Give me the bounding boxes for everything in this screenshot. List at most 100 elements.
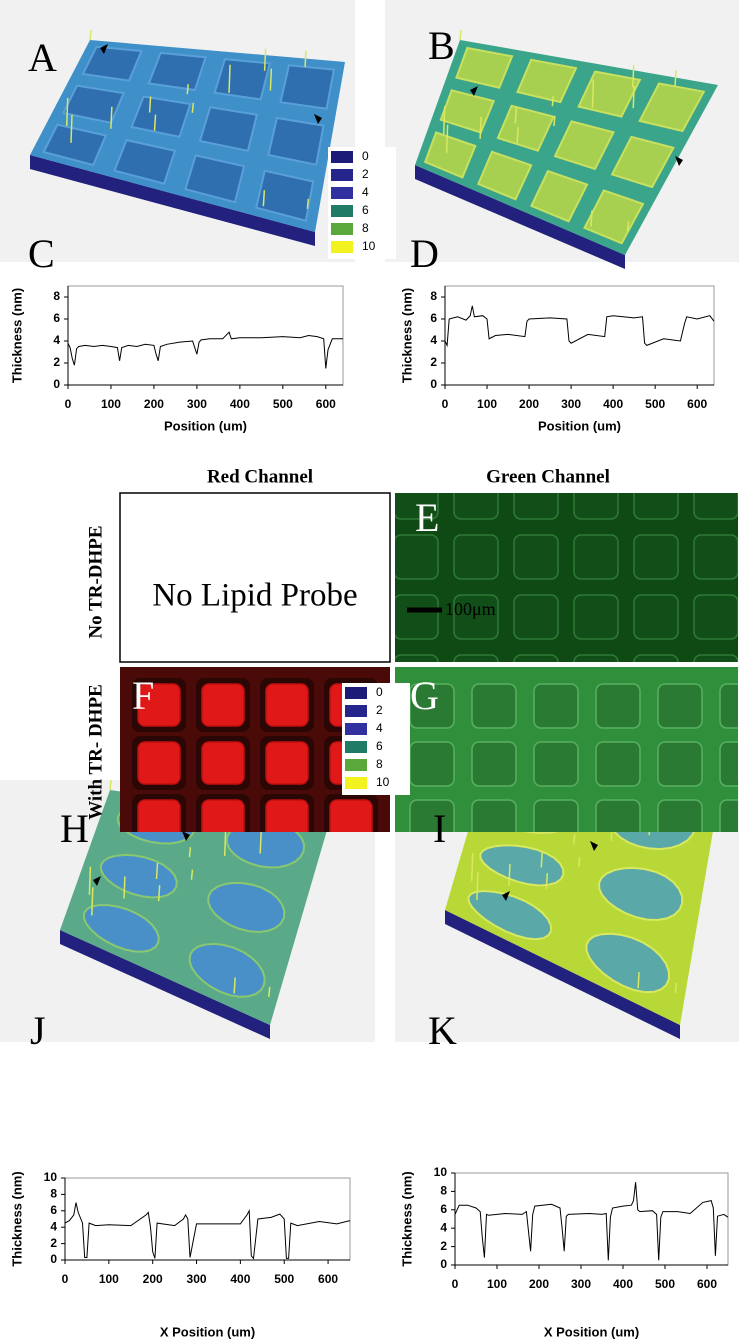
- panel-letter: B: [428, 23, 455, 68]
- surface-spike: [71, 115, 72, 143]
- figure: Red Channel Green Channel No TR-DHPE Wit…: [0, 0, 739, 1343]
- square: [596, 684, 640, 728]
- surface-spike: [159, 885, 160, 901]
- x-tick-label: 0: [442, 397, 449, 411]
- square: [634, 475, 678, 519]
- legend-swatch: [331, 151, 353, 163]
- square: [574, 595, 618, 639]
- surface-spike: [546, 873, 547, 889]
- square: [514, 595, 558, 639]
- surface-spike: [480, 117, 481, 139]
- surface-spike: [155, 115, 156, 131]
- x-tick-label: 300: [561, 397, 581, 411]
- y-tick-label: 4: [53, 333, 60, 347]
- legend-label: 4: [376, 721, 383, 735]
- y-tick-label: 6: [440, 1202, 447, 1216]
- square: [138, 742, 180, 784]
- x-tick-label: 400: [230, 397, 250, 411]
- surface-spike: [260, 832, 261, 854]
- x-tick-label: 600: [687, 397, 707, 411]
- surface-spike: [515, 107, 516, 123]
- x-tick-label: 100: [99, 1272, 119, 1286]
- y-tick-label: 6: [430, 311, 437, 325]
- surface-spike: [263, 190, 264, 206]
- panel-letter: G: [410, 673, 439, 718]
- legend-swatch: [345, 777, 367, 789]
- surface-spike: [675, 70, 676, 86]
- square: [634, 535, 678, 579]
- surface-spike: [447, 125, 448, 153]
- surface-spike: [541, 851, 542, 867]
- plot-frame: [68, 286, 343, 385]
- legend-swatch: [331, 241, 353, 253]
- y-axis-label: Thickness (nm): [9, 288, 24, 383]
- y-tick-label: 8: [50, 1187, 57, 1201]
- x-tick-label: 500: [645, 397, 665, 411]
- x-tick-label: 100: [477, 397, 497, 411]
- y-tick-label: 2: [50, 1236, 57, 1250]
- surface-spike: [638, 972, 639, 988]
- surface-spike: [477, 872, 478, 900]
- square: [394, 535, 438, 579]
- surface-spike: [307, 199, 308, 209]
- surface-spike: [509, 864, 510, 886]
- legend-swatch: [345, 759, 367, 771]
- x-tick-label: 200: [144, 397, 164, 411]
- x-tick-label: 200: [529, 1277, 549, 1291]
- panel-letter: J: [30, 1008, 46, 1053]
- surface-spike: [579, 857, 580, 867]
- y-tick-label: 4: [50, 1219, 57, 1233]
- square: [720, 684, 739, 728]
- plot-frame: [65, 1178, 350, 1260]
- x-tick-label: 600: [316, 397, 336, 411]
- surface-spike: [444, 106, 445, 134]
- surface-feature: [215, 59, 270, 99]
- surface-spike: [191, 870, 192, 880]
- row-header: No TR-DHPE: [85, 525, 106, 638]
- legend-swatch: [331, 187, 353, 199]
- empty-panel-text: No Lipid Probe: [152, 578, 357, 614]
- panel-letter: F: [132, 673, 154, 718]
- x-tick-label: 100: [101, 397, 121, 411]
- row-header: With TR- DHPE: [85, 684, 106, 820]
- x-axis-label: Position (um): [538, 418, 621, 433]
- surface-feature: [268, 118, 323, 165]
- square: [410, 742, 454, 786]
- x-tick-label: 400: [230, 1272, 250, 1286]
- legend-label: 0: [362, 149, 369, 163]
- y-tick-label: 8: [440, 1184, 447, 1198]
- x-axis-label: X Position (um): [544, 1324, 639, 1339]
- y-tick-label: 10: [434, 1165, 448, 1179]
- legend-label: 2: [376, 703, 383, 717]
- legend-swatch: [331, 205, 353, 217]
- x-axis-label: X Position (um): [160, 1324, 255, 1339]
- surface-spike: [633, 65, 634, 87]
- square: [720, 742, 739, 786]
- legend-label: 0: [376, 685, 383, 699]
- surface-spike: [554, 116, 555, 126]
- square: [574, 535, 618, 579]
- page: { "panel_labels": ["A", "B", "C", "D", "…: [0, 0, 739, 1343]
- y-axis-label: Thickness (nm): [9, 1171, 24, 1266]
- square: [514, 535, 558, 579]
- surface-spike: [150, 97, 151, 113]
- square: [694, 535, 738, 579]
- panel-letter: H: [60, 806, 89, 851]
- legend-label: 8: [376, 757, 383, 771]
- y-tick-label: 0: [440, 1257, 447, 1271]
- square: [472, 684, 516, 728]
- x-axis-label: Position (um): [164, 418, 247, 433]
- square: [394, 595, 438, 639]
- x-tick-label: 0: [452, 1277, 459, 1291]
- surface-spike: [305, 51, 306, 67]
- x-tick-label: 500: [655, 1277, 675, 1291]
- legend-swatch: [331, 169, 353, 181]
- square: [472, 742, 516, 786]
- y-tick-label: 0: [50, 1252, 57, 1266]
- y-tick-label: 2: [430, 355, 437, 369]
- x-tick-label: 300: [571, 1277, 591, 1291]
- data-line: [65, 1203, 350, 1259]
- square: [454, 535, 498, 579]
- legend-label: 2: [362, 167, 369, 181]
- surface-spike: [675, 983, 676, 993]
